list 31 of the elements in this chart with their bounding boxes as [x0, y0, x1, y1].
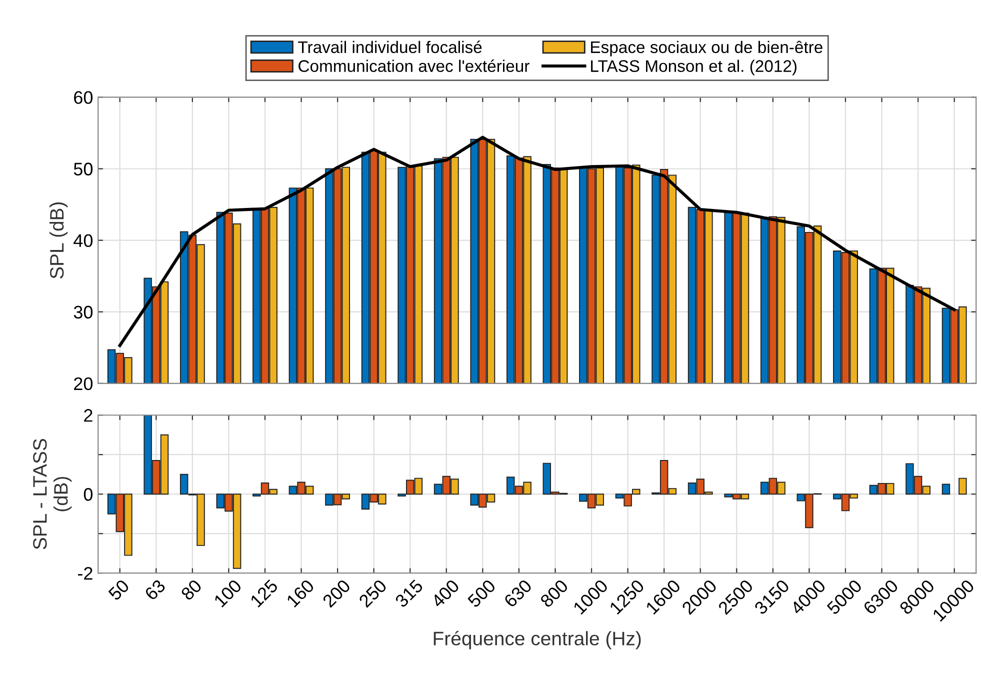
y-tick-label: 20 [74, 377, 93, 390]
x-tick-label: 50 [108, 578, 130, 602]
x-tick-label: 250 [358, 578, 388, 608]
legend-label: Communication avec l'extérieur [298, 60, 530, 72]
y-tick-label: 60 [74, 91, 93, 104]
bar [958, 478, 967, 495]
line-series [118, 136, 956, 348]
x-tick-label: 315 [394, 578, 424, 608]
legend-label: Travail individuel focalisé [298, 40, 482, 54]
x-tick-label: 400 [430, 578, 460, 608]
y-tick-label: 50 [74, 162, 93, 176]
x-tick-label: 80 [180, 578, 202, 601]
x-tick-label: 160 [286, 578, 315, 608]
legend-label: Espace sociaux ou de bien-être [591, 40, 822, 56]
legend-label: LTASS Monson et al. (2012) [591, 60, 796, 76]
x-tick-label: 100 [213, 578, 242, 608]
y-tick-label: 0 [84, 488, 93, 501]
y-tick-label: 40 [74, 234, 93, 248]
x-tick-label: 500 [466, 578, 496, 608]
x-tick-label: 63 [144, 578, 166, 601]
bar [942, 484, 950, 495]
y-tick-label: 30 [74, 306, 93, 319]
x-tick-label: 630 [503, 578, 533, 608]
y-tick-label: -2 [78, 567, 92, 580]
y-axis-title: SPL - LTASS (dB) [33, 438, 72, 550]
y-axis-title: SPL (dB) [49, 202, 68, 278]
y-tick-label: 2 [84, 409, 92, 422]
x-tick-label: 800 [540, 578, 569, 608]
x-axis-title: Fréquence centrale (Hz) [434, 630, 641, 650]
x-tick-label: 200 [322, 578, 352, 608]
x-tick-label: 125 [250, 578, 279, 608]
